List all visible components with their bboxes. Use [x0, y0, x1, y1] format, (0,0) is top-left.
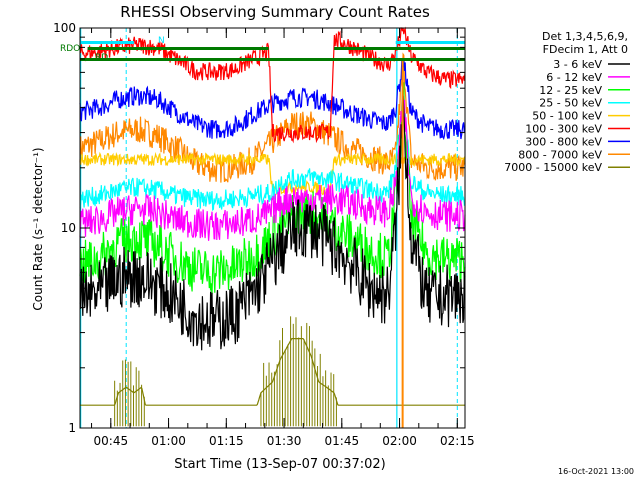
legend-entry-label: 300 - 800 keV [525, 135, 602, 148]
legend-entry-label: 12 - 25 keV [539, 84, 602, 97]
series-line-800-7000keV [79, 52, 466, 183]
x-tick-label: 01:45 [325, 434, 360, 448]
series-line-7000-15000keV [80, 338, 465, 406]
legend-entry-label: 800 - 7000 keV [518, 148, 602, 161]
flag-bar-n [80, 41, 134, 44]
y-axis-label: Count Rate (s⁻¹ detector⁻¹) [31, 147, 45, 310]
series-line-6-12keV [79, 92, 466, 241]
series-line-3-6keV [79, 95, 466, 351]
x-tick-label: 02:15 [440, 434, 475, 448]
legend-entry-label: 6 - 12 keV [546, 71, 602, 84]
x-axis-label: Start Time (13-Sep-07 00:37:02) [174, 457, 385, 472]
series-line-300-800keV [79, 58, 466, 141]
x-tick-label: 01:00 [151, 434, 186, 448]
x-tick-label: 01:30 [267, 434, 302, 448]
legend-entry-label: 50 - 100 keV [532, 110, 602, 123]
flag-bar-rd [80, 58, 465, 61]
flag-bar-n [395, 41, 465, 44]
x-tick-label: 00:45 [94, 434, 129, 448]
flag-bar-rdo [334, 47, 465, 50]
flag-label-rdo: RDO [60, 44, 80, 54]
flag-label-rd: RD [95, 53, 108, 63]
timestamp-label: 16-Oct-2021 13:00 [558, 467, 634, 476]
legend-entry-label: 100 - 300 keV [525, 123, 602, 136]
legend: Det 1,3,4,5,6,9,FDecim 1, Att 0 3 - 6 keV… [504, 30, 630, 174]
legend-header-line: FDecim 1, Att 0 [543, 43, 628, 56]
legend-header-line: Det 1,3,4,5,6,9, [542, 30, 628, 43]
series-lines [79, 26, 466, 428]
flag-bar-rdo [87, 47, 269, 50]
flag-label-n: N [158, 36, 165, 46]
axes: 1 10 100 00:45 01:00 01:15 01:30 01:45 02:00 02:1… [53, 21, 475, 448]
legend-entry-label: 3 - 6 keV [553, 58, 602, 71]
chart-title: RHESSI Observing Summary Count Rates [120, 3, 430, 21]
series-line-100-300keV [79, 26, 466, 144]
x-tick-label: 02:00 [382, 434, 417, 448]
y-tick-label: 10 [61, 221, 76, 235]
y-tick-label: 100 [53, 21, 76, 35]
x-tick-label: 01:15 [209, 434, 244, 448]
y-tick-label: 1 [68, 421, 76, 435]
flag-bars: RDO RD N [60, 36, 465, 63]
legend-entry-label: 7000 - 15000 keV [504, 161, 602, 174]
legend-entry-label: 25 - 50 keV [539, 97, 602, 110]
